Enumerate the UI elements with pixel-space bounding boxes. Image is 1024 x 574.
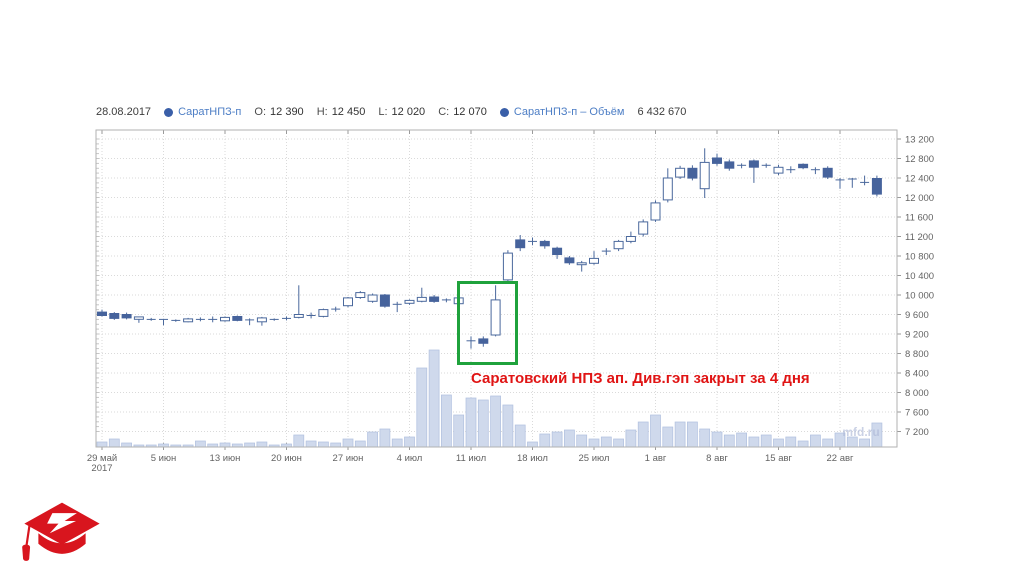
svg-text:5 июн: 5 июн [151, 453, 177, 464]
svg-text:7 600: 7 600 [905, 408, 929, 419]
svg-text:4 июл: 4 июл [397, 453, 423, 464]
svg-text:22 авг: 22 авг [826, 453, 854, 464]
legend-low: L: 12 020 [378, 106, 426, 118]
svg-text:18 июл: 18 июл [517, 453, 548, 464]
svg-text:11 июл: 11 июл [456, 453, 486, 464]
legend-open: O: 12 390 [254, 106, 304, 118]
svg-text:29 май: 29 май [87, 453, 117, 464]
logo-graduation-cap-icon [22, 502, 100, 561]
series-marker-icon [499, 107, 509, 117]
annotation-text: Саратовский НПЗ ап. Див.гэп закрыт за 4 … [471, 370, 810, 387]
svg-text:11 600: 11 600 [905, 213, 933, 224]
svg-text:11 200: 11 200 [905, 232, 933, 243]
dividend-gap-highlight-box [457, 280, 518, 366]
tassel-knob [22, 544, 31, 561]
svg-text:10 800: 10 800 [905, 252, 934, 263]
legend-volume-label: СаратНПЗ-п – Объём [513, 106, 625, 118]
legend-high: H: 12 450 [316, 106, 366, 118]
svg-text:13 200: 13 200 [905, 135, 934, 146]
legend-ticker: СаратНПЗ-п [178, 106, 242, 118]
svg-text:27 июн: 27 июн [333, 453, 364, 464]
svg-text:12 000: 12 000 [905, 193, 934, 204]
legend-volume-series: СаратНПЗ-п – Объём [499, 106, 625, 118]
svg-text:mfd.ru: mfd.ru [842, 425, 879, 439]
svg-text:1 авг: 1 авг [645, 453, 667, 464]
svg-text:13 июн: 13 июн [210, 453, 241, 464]
legend-close: C: 12 070 [438, 106, 487, 118]
tassel-cord [25, 524, 31, 549]
svg-text:25 июл: 25 июл [579, 453, 610, 464]
svg-text:9 600: 9 600 [905, 310, 929, 321]
svg-text:15 авг: 15 авг [765, 453, 793, 464]
svg-text:10 000: 10 000 [905, 291, 934, 302]
svg-text:8 авг: 8 авг [706, 453, 728, 464]
svg-text:8 800: 8 800 [905, 349, 929, 360]
svg-text:2017: 2017 [91, 463, 112, 474]
legend-date: 28.08.2017 [96, 106, 152, 118]
svg-text:9 200: 9 200 [905, 330, 929, 341]
series-marker-icon [164, 107, 174, 117]
svg-text:10 400: 10 400 [905, 271, 934, 282]
chart-legend: 28.08.2017 СаратНПЗ-п O: 12 390 H: 12 450 … [96, 106, 686, 118]
svg-text:12 400: 12 400 [905, 174, 934, 185]
svg-text:7 200: 7 200 [905, 427, 929, 438]
cap-body [38, 533, 86, 554]
legend-volume-value: 6 432 670 [637, 106, 687, 118]
svg-text:12 800: 12 800 [905, 154, 934, 165]
legend-price-series: СаратНПЗ-п [164, 106, 241, 118]
svg-text:8 400: 8 400 [905, 369, 929, 380]
svg-text:8 000: 8 000 [905, 388, 929, 399]
svg-text:20 июн: 20 июн [271, 453, 302, 464]
lightning-z-glyph [47, 513, 77, 534]
